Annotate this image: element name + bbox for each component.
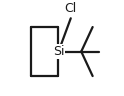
Text: Si: Si [53, 45, 64, 58]
Text: Cl: Cl [65, 2, 77, 15]
